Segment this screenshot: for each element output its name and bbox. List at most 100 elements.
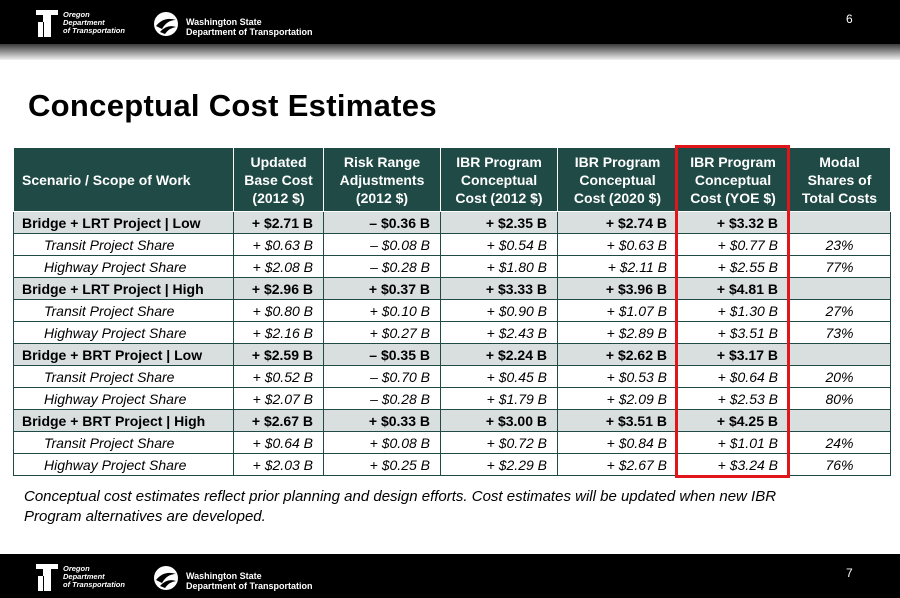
header-line: (2012 $) <box>252 189 305 206</box>
table-cell: + $2.89 B <box>557 321 678 344</box>
wsdot-swoosh <box>156 18 176 34</box>
footnote: Conceptual cost estimates reflect prior … <box>24 487 776 527</box>
header-line: Base Cost <box>244 171 313 188</box>
table-cell: Transit Project Share <box>13 431 234 454</box>
odot-line: of Transportation <box>63 580 125 589</box>
table-cell: + $0.37 B <box>323 277 441 300</box>
table-cell: + $3.17 B <box>677 343 789 366</box>
table-cell: + $2.43 B <box>440 321 558 344</box>
table-cell: + $3.24 B <box>677 453 789 476</box>
table-cell: + $2.29 B <box>440 453 558 476</box>
group-row: Bridge + LRT Project | Low + $2.71 B – $0.… <box>13 211 891 234</box>
table-cell: + $2.74 B <box>557 211 678 234</box>
column-header: IBR Program Conceptual Cost (2020 $) <box>557 147 678 212</box>
table-cell: + $1.01 B <box>677 431 789 454</box>
table-cell: + $2.71 B <box>233 211 324 234</box>
header-line: Risk Range <box>343 153 421 170</box>
table-cell: 76% <box>788 453 891 476</box>
share-row: Transit Project Share + $0.80 B + $0.10 B +… <box>13 299 891 322</box>
table-cell: 23% <box>788 233 891 256</box>
wsdot-swoosh <box>156 572 176 588</box>
table-cell: + $3.00 B <box>440 409 558 432</box>
wsdot-logo <box>154 12 178 36</box>
wsdot-line: Washington State <box>186 17 262 27</box>
footnote-line: Conceptual cost estimates reflect prior … <box>24 488 777 505</box>
header-line: (2012 $) <box>355 189 409 206</box>
table-cell: + $0.25 B <box>323 453 441 476</box>
table-cell: + $1.80 B <box>440 255 558 278</box>
table-cell: Highway Project Share <box>13 255 234 278</box>
table-cell: Bridge + BRT Project | High <box>13 409 234 432</box>
column-header: Scenario / Scope of Work <box>13 147 234 212</box>
table-cell: – $0.36 B <box>323 211 441 234</box>
table-cell: + $0.63 B <box>557 233 678 256</box>
odot-line: Department <box>63 18 105 27</box>
table-cell: + $1.07 B <box>557 299 678 322</box>
table-cell: – $0.28 B <box>323 387 441 410</box>
header-bar: Oregon Department of Transportation Washing… <box>0 0 900 44</box>
table-cell: + $2.03 B <box>233 453 324 476</box>
table-cell: + $0.08 B <box>323 431 441 454</box>
page-number: 7 <box>846 566 853 580</box>
table-cell: + $3.96 B <box>557 277 678 300</box>
table-cell: + $2.53 B <box>677 387 789 410</box>
odot-line: of Transportation <box>63 26 125 35</box>
table-cell: 77% <box>788 255 891 278</box>
table-cell: Highway Project Share <box>13 321 234 344</box>
table-cell: + $1.79 B <box>440 387 558 410</box>
wsdot-line: Washington State <box>186 571 262 581</box>
table-cell: + $0.72 B <box>440 431 558 454</box>
table-cell: + $2.59 B <box>233 343 324 366</box>
table-cell: + $3.32 B <box>677 211 789 234</box>
table-cell: + $2.35 B <box>440 211 558 234</box>
table-cell: Highway Project Share <box>13 453 234 476</box>
wsdot-line: Department of Transportation <box>186 581 313 591</box>
table-cell: + $0.80 B <box>233 299 324 322</box>
logos <box>36 10 178 37</box>
share-row: Highway Project Share + $2.08 B – $0.28 B +… <box>13 255 891 278</box>
header-line: Cost (YOE $) <box>690 189 776 206</box>
header-line: Scenario / Scope of Work <box>22 171 191 188</box>
column-header: IBR Program Conceptual Cost (YOE $) <box>677 147 789 212</box>
share-row: Transit Project Share + $0.64 B + $0.08 B +… <box>13 431 891 454</box>
table-cell: + $4.25 B <box>677 409 789 432</box>
cost-table: Scenario / Scope of Work Updated Base Cost… <box>13 147 891 476</box>
logos <box>36 564 178 591</box>
table-cell: + $2.62 B <box>557 343 678 366</box>
wsdot-name: Washington State Department of Transporta… <box>186 17 313 37</box>
page-number: 6 <box>846 12 853 26</box>
highlight-box <box>675 145 790 478</box>
odot-name: Oregon Department of Transportation <box>63 11 125 35</box>
table-cell: – $0.08 B <box>323 233 441 256</box>
share-row: Highway Project Share + $2.07 B – $0.28 B +… <box>13 387 891 410</box>
table-cell: – $0.35 B <box>323 343 441 366</box>
table-cell: + $3.51 B <box>677 321 789 344</box>
table-cell: + $0.63 B <box>233 233 324 256</box>
footnote-line: Program alternatives are developed. <box>24 508 266 525</box>
table-cell: Bridge + LRT Project | Low <box>13 211 234 234</box>
odot-logo <box>36 564 58 591</box>
table-cell: + $3.33 B <box>440 277 558 300</box>
header-line: Conceptual <box>460 171 538 188</box>
table-cell: + $0.90 B <box>440 299 558 322</box>
column-header: Modal Shares of Total Costs <box>788 147 891 212</box>
header-shade <box>0 44 900 60</box>
odot-name: Oregon Department of Transportation <box>63 565 125 589</box>
column-header: Updated Base Cost (2012 $) <box>233 147 324 212</box>
table-cell: + $0.27 B <box>323 321 441 344</box>
table-cell: Highway Project Share <box>13 387 234 410</box>
table-cell: Bridge + LRT Project | High <box>13 277 234 300</box>
group-row: Bridge + BRT Project | High + $2.67 B + $0… <box>13 409 891 432</box>
table-cell: + $2.08 B <box>233 255 324 278</box>
table-cell: + $2.67 B <box>233 409 324 432</box>
table-cell: + $0.53 B <box>557 365 678 388</box>
slide-title: Conceptual Cost Estimates <box>28 88 437 123</box>
odot-line: Department <box>63 572 105 581</box>
table-cell: + $0.54 B <box>440 233 558 256</box>
table-cell: – $0.28 B <box>323 255 441 278</box>
header-line: Cost (2020 $) <box>573 189 662 206</box>
header-line: Modal <box>819 153 860 170</box>
odot-line: Oregon <box>63 564 90 573</box>
table-cell: 80% <box>788 387 891 410</box>
